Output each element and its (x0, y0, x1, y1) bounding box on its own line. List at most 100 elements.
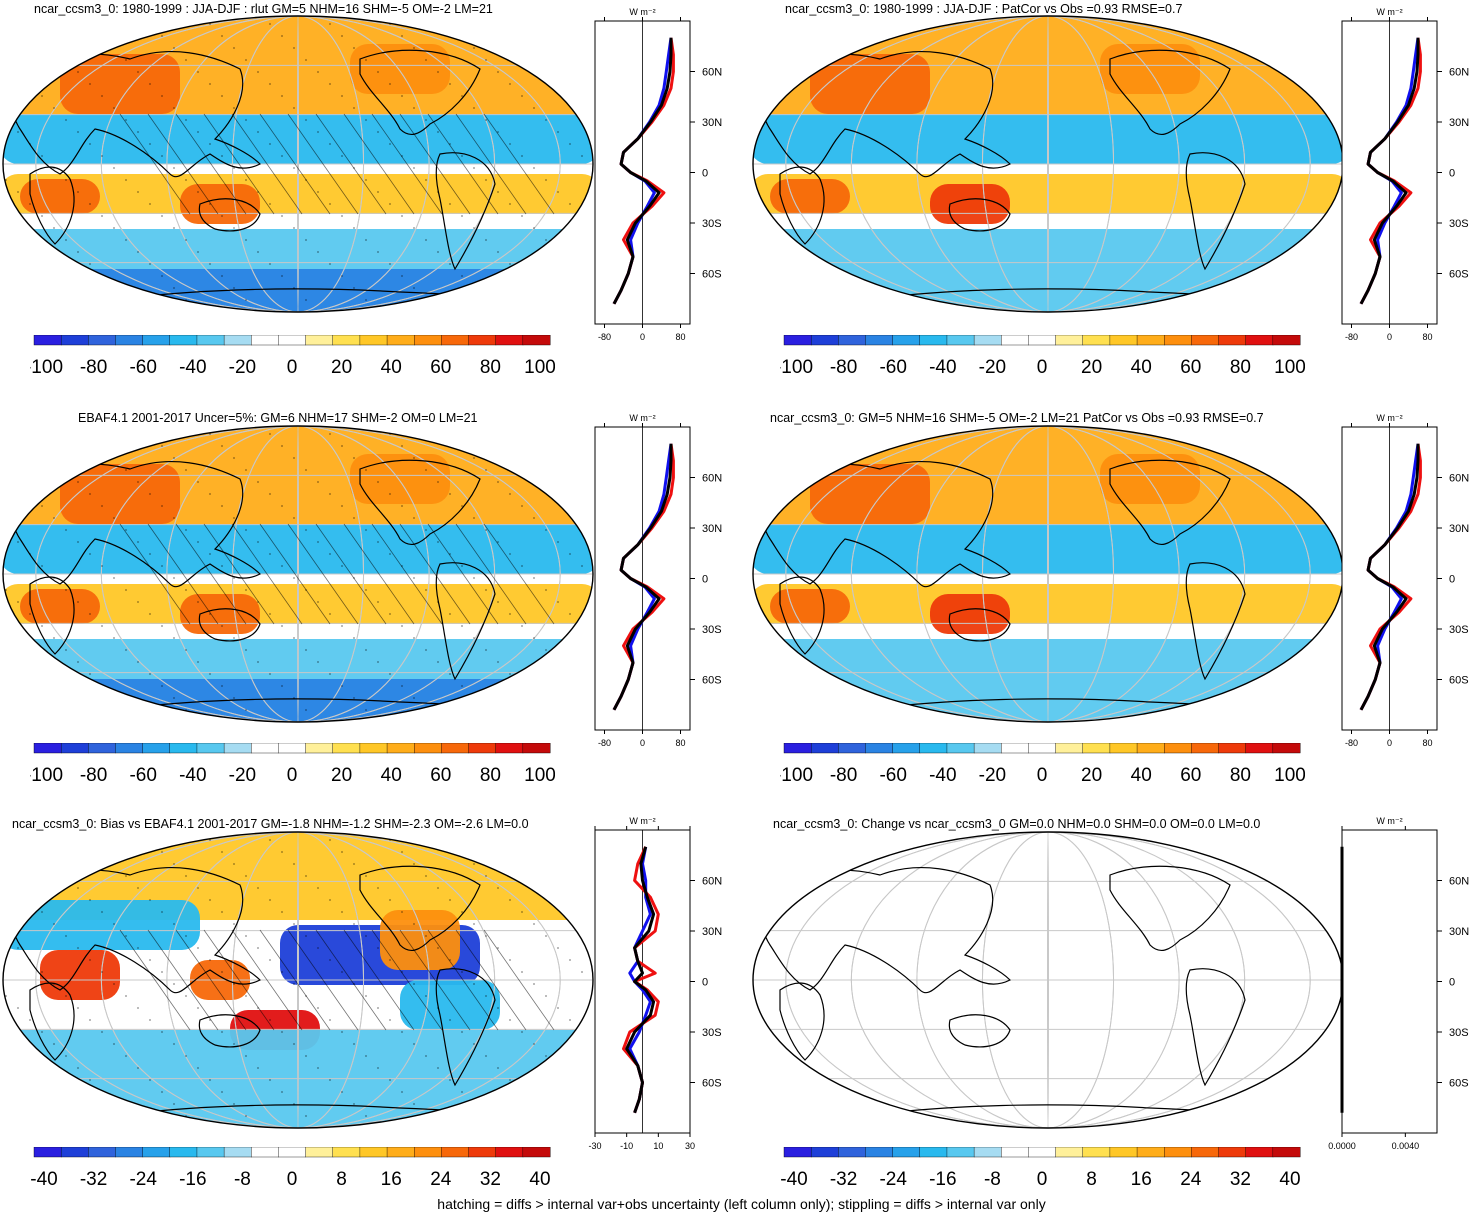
colorbar-tick-label: -60 (879, 357, 906, 378)
profile-lat-tick: 30S (702, 218, 722, 230)
profile-lat-tick: 0 (1449, 574, 1455, 586)
profile-lat-tick: 30N (1449, 523, 1469, 535)
zonal-profile-5: W m⁻² 60N 30N 0 30S 60S -30 -10 10 30 (588, 816, 722, 1151)
colorbar-4: -100 -80 -60 -40 -20 0 20 40 60 80 100 (780, 743, 1305, 786)
colorbar-tick-label: 0 (1037, 357, 1048, 378)
colorbar-3: -100 -80 -60 -40 -20 0 20 40 60 80 100 (30, 743, 555, 786)
map-panel-1 (2, 15, 594, 313)
colorbar-tick-label: -80 (830, 357, 857, 378)
colorbar-2: -100 -80 -60 -40 -20 0 20 40 60 80 100 (780, 335, 1305, 378)
colorbar-tick-label: 60 (1180, 765, 1201, 786)
colorbar-tick-label: 40 (1279, 1169, 1300, 1190)
profile-lat-tick: 60S (1449, 1078, 1469, 1090)
colorbar-tick-label: 40 (381, 765, 402, 786)
profile-lat-tick: 0 (702, 574, 708, 586)
profile-unit-label: W m⁻² (1376, 816, 1402, 826)
profile-lat-tick: 30N (702, 117, 722, 129)
profile-x-tick: 10 (653, 1141, 663, 1151)
profile-x-tick: 80 (675, 738, 685, 748)
profile-lat-tick: 60N (1449, 67, 1469, 79)
colorbar-tick-label: 60 (430, 357, 451, 378)
profile-lat-tick: 30N (702, 926, 722, 938)
profile-x-tick: 80 (675, 332, 685, 342)
profile-series-mean (612, 443, 673, 711)
colorbar-tick-label: 0 (1037, 1169, 1048, 1190)
profile-x-tick: 80 (1422, 738, 1432, 748)
profile-lat-tick: 60S (702, 1078, 722, 1090)
profile-x-tick: -80 (598, 738, 611, 748)
profile-unit-label: W m⁻² (629, 816, 655, 826)
profile-lat-tick: 30S (702, 1027, 722, 1039)
profile-frame (1341, 829, 1438, 1134)
colorbar-tick-label: -16 (179, 1169, 206, 1190)
zonal-profile-2: W m⁻² 60N 30N 0 30S 60S -80 0 80 (1341, 7, 1469, 342)
colorbar-tick-label: 0 (287, 1169, 298, 1190)
profile-x-tick: 0.0000 (1328, 1141, 1356, 1151)
colorbar-tick-label: 60 (430, 765, 451, 786)
colorbar-tick-label: -20 (979, 357, 1006, 378)
colorbar-6: -40 -32 -24 -16 -8 0 8 16 24 32 40 (780, 1147, 1301, 1190)
profile-x-tick: -30 (588, 1141, 601, 1151)
colorbar-tick-label: -40 (929, 357, 956, 378)
colorbar-tick-label: -40 (179, 357, 206, 378)
map-field (3, 16, 593, 312)
colorbar-1: -100 -80 -60 -40 -20 0 20 40 60 80 100 (30, 335, 555, 378)
colorbar-tick-label: 40 (381, 357, 402, 378)
panel-title-6: ncar_ccsm3_0: Change vs ncar_ccsm3_0 GM=… (773, 817, 1261, 831)
zonal-profile-1: W m⁻² 60N 30N 0 30S 60S -80 0 80 (594, 7, 722, 342)
colorbar-tick-label: 24 (1180, 1169, 1202, 1190)
panel-title-4: ncar_ccsm3_0: GM=5 NHM=16 SHM=-5 OM=-2 L… (770, 411, 1264, 425)
profile-unit-label: W m⁻² (629, 413, 655, 423)
colorbar-tick-label: -40 (30, 1169, 57, 1190)
map-panel-3 (2, 425, 594, 723)
zonal-profile-6: W m⁻² 60N 30N 0 30S 60S 0.0000 0.0040 (1328, 816, 1469, 1151)
colorbar-tick-label: 20 (331, 765, 352, 786)
profile-lat-tick: 0 (702, 168, 708, 180)
panel-title-3: EBAF4.1 2001-2017 Uncer=5%: GM=6 NHM=17 … (78, 411, 478, 425)
colorbar-tick-label: 8 (336, 1169, 347, 1190)
profile-lat-tick: 60N (1449, 473, 1469, 485)
colorbar-tick-label: -60 (129, 765, 156, 786)
profile-unit-label: W m⁻² (1376, 413, 1402, 423)
colorbar-tick-label: 0 (287, 357, 298, 378)
colorbar-tick-label: -20 (229, 765, 256, 786)
profile-lat-tick: 60S (702, 675, 722, 687)
colorbar-tick-label: 16 (1131, 1169, 1152, 1190)
colorbar-tick-label: 80 (1230, 357, 1251, 378)
panel-title-5: ncar_ccsm3_0: Bias vs EBAF4.1 2001-2017 … (12, 817, 529, 831)
profile-lat-tick: 30S (1449, 218, 1469, 230)
profile-lat-tick: 30S (702, 624, 722, 636)
profile-series-mean (1359, 37, 1420, 305)
colorbar-5: -40 -32 -24 -16 -8 0 8 16 24 32 40 (30, 1147, 551, 1190)
colorbar-tick-label: -24 (129, 1169, 157, 1190)
colorbar-tick-label: -100 (30, 357, 63, 378)
colorbar-tick-label: -16 (929, 1169, 956, 1190)
colorbar-tick-label: -60 (879, 765, 906, 786)
map-field (3, 426, 593, 722)
colorbar-tick-label: 20 (1081, 765, 1102, 786)
footer-note: hatching = diffs > internal var+obs unce… (437, 1196, 1046, 1212)
colorbar-tick-label: 60 (1180, 357, 1201, 378)
profile-x-tick: 0 (1387, 332, 1392, 342)
colorbar-tick-label: 80 (480, 357, 501, 378)
map-field (753, 16, 1343, 312)
colorbar-tick-label: 80 (1230, 765, 1251, 786)
colorbar-tick-label: -32 (830, 1169, 857, 1190)
profile-x-tick: 0 (640, 738, 645, 748)
profile-lat-tick: 30N (1449, 926, 1469, 938)
colorbar-tick-label: -20 (979, 765, 1006, 786)
colorbar-tick-label: -100 (780, 765, 813, 786)
map-panel-6 (752, 831, 1344, 1129)
colorbar-tick-label: -8 (984, 1169, 1001, 1190)
colorbar-tick-label: -100 (30, 765, 63, 786)
colorbar-tick-label: 0 (287, 765, 298, 786)
colorbar-tick-label: 0 (1037, 765, 1048, 786)
profile-lat-tick: 0 (1449, 168, 1455, 180)
profile-unit-label: W m⁻² (629, 7, 655, 17)
profile-lat-tick: 30N (702, 523, 722, 535)
colorbar-tick-label: -40 (929, 765, 956, 786)
colorbar-tick-label: 24 (430, 1169, 452, 1190)
colorbar-tick-label: -80 (80, 357, 107, 378)
colorbar-tick-label: -40 (179, 765, 206, 786)
profile-x-tick: -80 (1345, 332, 1358, 342)
